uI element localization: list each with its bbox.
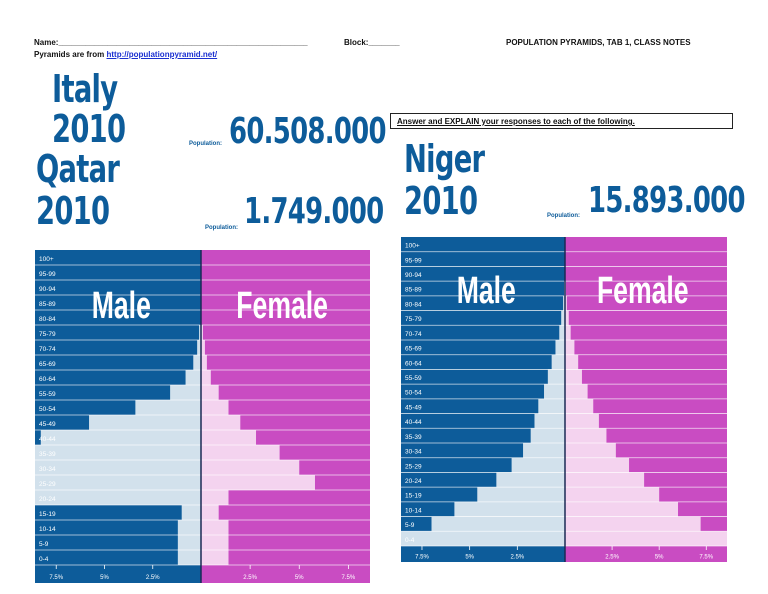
axis-tick-label: 2.5%: [146, 575, 160, 581]
age-group-label: 85-89: [39, 301, 56, 308]
age-group-label: 90-94: [405, 272, 422, 279]
age-group-label: 45-49: [405, 404, 422, 411]
age-group-label: 10-14: [405, 507, 422, 514]
age-group-label: 35-39: [405, 434, 422, 441]
age-group-label: 85-89: [405, 287, 422, 294]
second-year-title: 2010: [36, 189, 110, 233]
second-country-title: Qatar: [36, 147, 120, 191]
axis-tick-label: 2.5%: [510, 554, 524, 560]
axis-tick-label: 2.5%: [243, 575, 257, 581]
male-label: Male: [92, 283, 151, 326]
age-group-label: 25-29: [39, 481, 56, 488]
age-group-label: 40-44: [39, 436, 56, 443]
niger-country-title: Niger: [404, 137, 485, 181]
age-group-label: 80-84: [405, 301, 422, 308]
age-group-label: 25-29: [405, 463, 422, 470]
male-label: Male: [457, 268, 516, 311]
qatar-population-pyramid: 100+ 95-99 90-94 85-89 80-84 75-79 70-74 65-69 6…: [35, 250, 370, 583]
age-group-label: 30-34: [39, 466, 56, 473]
niger-year-title: 2010: [404, 179, 478, 223]
answer-prompt[interactable]: Answer and EXPLAIN your responses to eac…: [390, 113, 733, 129]
age-group-label: 40-44: [405, 419, 422, 426]
age-group-label: 30-34: [405, 449, 422, 456]
source-line: Pyramids are from http://populationpyram…: [34, 50, 217, 59]
source-prefix: Pyramids are from: [34, 50, 107, 59]
axis-tick-label: 7.5%: [49, 575, 63, 581]
age-group-label: 5-9: [405, 522, 415, 529]
year-title: 2010: [52, 107, 126, 151]
age-group-label: 80-84: [39, 316, 56, 323]
age-group-label: 55-59: [39, 391, 56, 398]
age-group-label: 15-19: [405, 493, 422, 500]
age-group-label: 15-19: [39, 511, 56, 518]
age-group-label: 65-69: [39, 361, 56, 368]
age-group-label: 35-39: [39, 451, 56, 458]
population-value: 60.508.000: [229, 111, 386, 152]
axis-tick-label: 7.5%: [699, 554, 713, 560]
age-group-label: 90-94: [39, 286, 56, 293]
axis-tick-label: 7.5%: [415, 554, 429, 560]
female-distribution: [201, 250, 315, 565]
age-group-label: 20-24: [405, 478, 422, 485]
male-distribution: [35, 250, 201, 565]
age-group-label: 50-54: [39, 406, 56, 413]
age-group-label: 65-69: [405, 346, 422, 353]
age-group-label: 70-74: [39, 346, 56, 353]
doc-title: POPULATION PYRAMIDS, TAB 1, CLASS NOTES: [506, 38, 691, 47]
female-label: Female: [597, 268, 689, 311]
age-group-label: 55-59: [405, 375, 422, 382]
age-group-label: 100+: [405, 243, 420, 250]
age-group-label: 20-24: [39, 496, 56, 503]
name-label[interactable]: Name:___________________________________…: [34, 38, 308, 47]
age-group-label: 5-9: [39, 541, 49, 548]
axis-tick-label: 5%: [655, 554, 664, 560]
age-group-label: 50-54: [405, 390, 422, 397]
axis-tick-label: 2.5%: [605, 554, 619, 560]
niger-population-label: Population:: [547, 213, 580, 219]
female-label: Female: [236, 283, 328, 326]
age-group-label: 60-64: [405, 360, 422, 367]
population-label: Population:: [189, 141, 222, 147]
age-group-label: 10-14: [39, 526, 56, 533]
axis-tick-label: 5%: [295, 575, 304, 581]
niger-population-pyramid: 100+ 95-99 90-94 85-89 80-84 75-79 70-74 65-69 6…: [401, 237, 727, 562]
age-group-label: 60-64: [39, 376, 56, 383]
age-group-label: 95-99: [39, 271, 56, 278]
age-group-label: 75-79: [405, 316, 422, 323]
axis-tick-label: 7.5%: [342, 575, 356, 581]
age-group-label: 45-49: [39, 421, 56, 428]
age-group-label: 95-99: [405, 257, 422, 264]
axis-tick-label: 5%: [465, 554, 474, 560]
source-link[interactable]: http://populationpyramid.net/: [106, 50, 218, 59]
male-distribution: [401, 237, 565, 546]
block-label[interactable]: Block:_______: [344, 38, 400, 47]
second-population-value: 1.749.000: [244, 191, 384, 232]
axis-tick-label: 5%: [100, 575, 109, 581]
age-group-label: 75-79: [39, 331, 56, 338]
age-group-label: 100+: [39, 256, 54, 263]
second-population-label: Population:: [205, 225, 238, 231]
niger-population-value: 15.893.000: [588, 180, 745, 221]
age-group-label: 0-4: [39, 556, 49, 563]
age-group-label: 0-4: [405, 537, 415, 544]
female-distribution: [565, 237, 727, 546]
country-title: Italy: [52, 67, 118, 111]
age-group-label: 70-74: [405, 331, 422, 338]
